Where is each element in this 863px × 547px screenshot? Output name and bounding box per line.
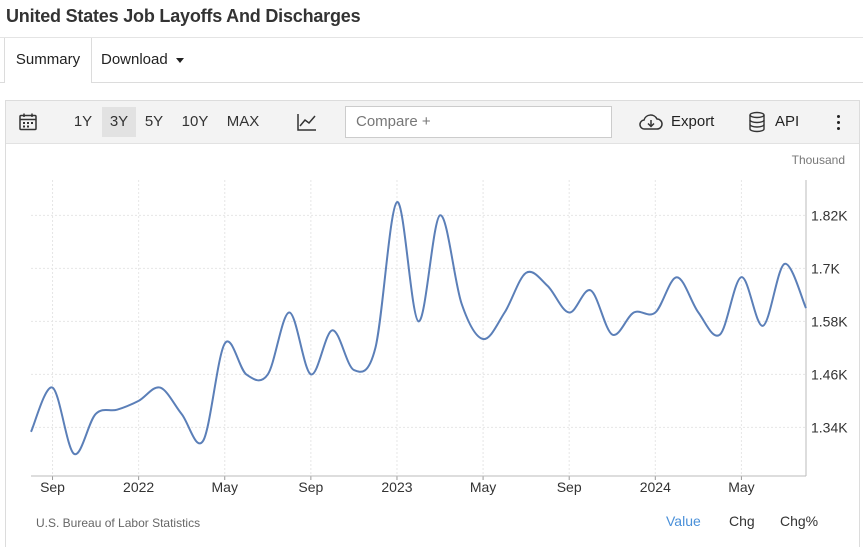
data-point[interactable] <box>674 275 679 280</box>
data-point[interactable] <box>351 367 356 372</box>
data-point[interactable] <box>287 310 292 315</box>
data-point[interactable] <box>244 372 249 377</box>
source-label: U.S. Bureau of Labor Statistics <box>36 516 201 530</box>
x-tick-label: May <box>470 479 496 495</box>
data-point[interactable] <box>201 438 206 443</box>
data-point[interactable] <box>308 372 313 377</box>
unit-label: Thousand <box>792 153 845 167</box>
range-max-button[interactable]: MAX <box>226 113 260 130</box>
tab-summary[interactable]: Summary <box>4 38 92 83</box>
cloud-download-icon[interactable] <box>638 112 664 137</box>
data-point[interactable] <box>567 310 572 315</box>
data-point[interactable] <box>373 345 378 350</box>
data-point[interactable] <box>136 398 141 403</box>
data-point[interactable] <box>394 200 399 205</box>
chg-percent-toggle[interactable]: Chg% <box>780 513 819 529</box>
x-tick-label: 2024 <box>640 479 671 495</box>
data-point[interactable] <box>438 213 443 218</box>
tab-bar: Summary Download <box>0 37 863 83</box>
caret-down-icon <box>175 57 184 63</box>
data-point[interactable] <box>330 328 335 333</box>
y-tick-label: 1.46K <box>811 366 848 382</box>
data-point[interactable] <box>93 412 98 417</box>
x-tick-label: 2022 <box>123 479 154 495</box>
range-5y-button[interactable]: 5Y <box>144 113 164 130</box>
data-point[interactable] <box>760 323 765 328</box>
data-point[interactable] <box>416 319 421 324</box>
y-tick-label: 1.82K <box>811 207 848 223</box>
chg-toggle[interactable]: Chg <box>729 513 755 529</box>
x-tick-label: Sep <box>40 479 65 495</box>
page-title: United States Job Layoffs And Discharges <box>6 6 361 26</box>
data-point[interactable] <box>502 310 507 315</box>
x-tick-label: Sep <box>298 479 323 495</box>
line-chart-icon[interactable] <box>296 112 318 137</box>
data-point[interactable] <box>158 385 163 390</box>
calendar-icon[interactable] <box>18 112 38 137</box>
series-line <box>30 201 807 455</box>
data-point[interactable] <box>653 310 658 315</box>
data-point[interactable] <box>545 284 550 289</box>
more-options-icon[interactable] <box>834 115 844 133</box>
data-point[interactable] <box>717 332 722 337</box>
data-point[interactable] <box>739 275 744 280</box>
range-1y-button[interactable]: 1Y <box>73 113 93 130</box>
chart-toolbar: 1Y 3Y 5Y 10Y MAX Compare + Export <box>6 101 859 144</box>
y-tick-label: 1.58K <box>811 313 848 329</box>
range-3y-button[interactable]: 3Y <box>102 107 136 137</box>
data-point[interactable] <box>265 372 270 377</box>
x-tick-label: May <box>212 479 238 495</box>
data-point[interactable] <box>72 451 77 456</box>
x-tick-label: May <box>728 479 754 495</box>
y-tick-label: 1.34K <box>811 419 848 435</box>
data-point[interactable] <box>782 261 787 266</box>
data-point[interactable] <box>50 385 55 390</box>
data-point[interactable] <box>588 288 593 293</box>
y-tick-label: 1.7K <box>811 260 840 276</box>
value-toggle[interactable]: Value <box>666 513 701 529</box>
x-tick-label: 2023 <box>381 479 412 495</box>
data-point[interactable] <box>524 270 529 275</box>
chart-panel: 1Y 3Y 5Y 10Y MAX Compare + Export <box>5 100 860 547</box>
range-10y-button[interactable]: 10Y <box>181 113 209 130</box>
data-point[interactable] <box>610 332 615 337</box>
database-icon[interactable] <box>748 111 766 138</box>
tab-download[interactable]: Download <box>101 38 184 82</box>
data-point[interactable] <box>222 341 227 346</box>
tab-download-label: Download <box>101 51 168 68</box>
data-point[interactable] <box>459 301 464 306</box>
data-point[interactable] <box>179 412 184 417</box>
compare-input[interactable]: Compare + <box>345 106 612 138</box>
data-point[interactable] <box>481 337 486 342</box>
data-point[interactable] <box>115 407 120 412</box>
export-button[interactable]: Export <box>671 113 715 130</box>
data-point[interactable] <box>804 306 809 311</box>
api-button[interactable]: API <box>775 113 800 130</box>
data-point[interactable] <box>29 429 34 434</box>
x-tick-label: Sep <box>557 479 582 495</box>
data-point[interactable] <box>631 310 636 315</box>
data-point[interactable] <box>696 310 701 315</box>
